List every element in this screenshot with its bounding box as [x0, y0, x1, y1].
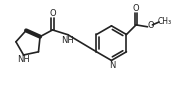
Text: O: O: [147, 21, 154, 30]
Text: O: O: [133, 4, 139, 13]
Text: N: N: [109, 61, 116, 70]
Text: NH: NH: [17, 55, 29, 64]
Text: NH: NH: [62, 36, 74, 45]
Text: CH₃: CH₃: [157, 17, 171, 26]
Text: O: O: [49, 9, 56, 18]
